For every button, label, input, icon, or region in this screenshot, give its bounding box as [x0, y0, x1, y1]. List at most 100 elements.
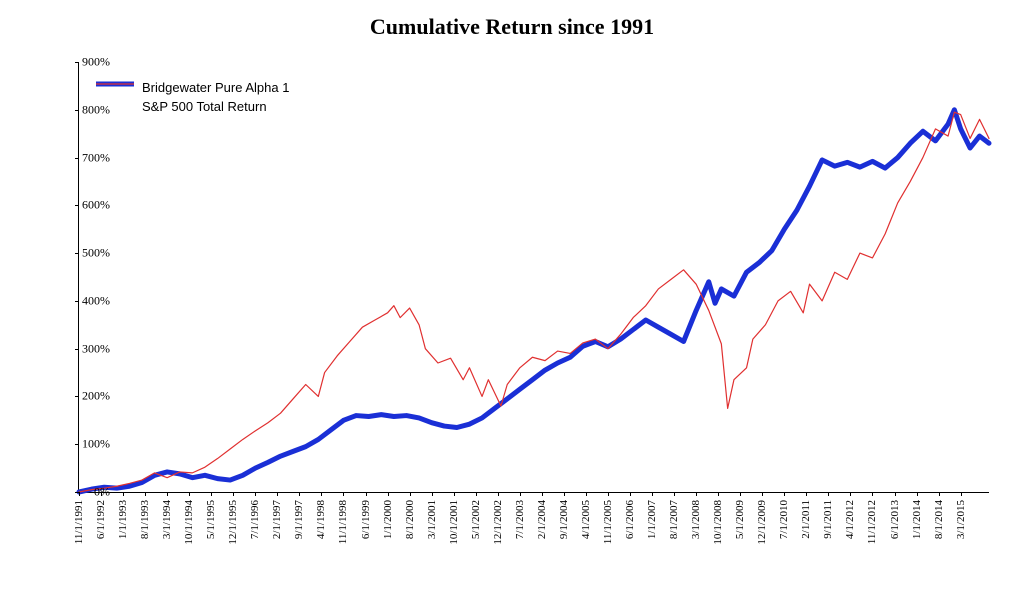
x-tick-label: 12/1/2009	[756, 500, 768, 545]
x-tick-label: 12/1/1995	[227, 500, 239, 545]
y-tick-label: 700%	[82, 150, 110, 165]
x-tick-mark	[299, 492, 300, 496]
x-tick-mark	[696, 492, 697, 496]
x-tick-label: 4/1/2005	[580, 500, 592, 539]
x-tick-label: 4/1/2012	[844, 500, 856, 539]
x-tick-label: 5/1/1995	[205, 500, 217, 539]
x-tick-mark	[828, 492, 829, 496]
x-tick-mark	[961, 492, 962, 496]
x-tick-mark	[79, 492, 80, 496]
legend-label-1: S&P 500 Total Return	[142, 99, 267, 114]
y-tick-label: 500%	[82, 246, 110, 261]
x-tick-mark	[674, 492, 675, 496]
x-tick-label: 3/1/2001	[426, 500, 438, 539]
x-tick-label: 3/1/1994	[161, 500, 173, 539]
x-tick-mark	[189, 492, 190, 496]
x-tick-mark	[895, 492, 896, 496]
y-tick-label: 800%	[82, 102, 110, 117]
plot-svg	[79, 62, 989, 492]
x-tick-label: 7/1/2010	[778, 500, 790, 539]
x-tick-label: 1/1/2000	[382, 500, 394, 539]
x-tick-label: 10/1/2001	[448, 500, 460, 545]
x-tick-mark	[542, 492, 543, 496]
chart-title: Cumulative Return since 1991	[0, 14, 1024, 40]
x-tick-label: 1/1/1993	[117, 500, 129, 539]
x-tick-mark	[233, 492, 234, 496]
y-tick-mark	[75, 301, 79, 302]
y-tick-mark	[75, 253, 79, 254]
y-tick-mark	[75, 158, 79, 159]
x-tick-mark	[564, 492, 565, 496]
x-tick-mark	[145, 492, 146, 496]
y-tick-mark	[75, 205, 79, 206]
chart-container: Cumulative Return since 1991 Bridgewater…	[0, 0, 1024, 596]
x-tick-mark	[388, 492, 389, 496]
x-tick-label: 1/1/2007	[646, 500, 658, 539]
x-tick-mark	[520, 492, 521, 496]
x-tick-label: 8/1/2000	[404, 500, 416, 539]
x-tick-label: 3/1/2008	[690, 500, 702, 539]
series-line-0	[79, 110, 989, 492]
y-tick-mark	[75, 62, 79, 63]
legend-label-0: Bridgewater Pure Alpha 1	[142, 80, 289, 95]
x-tick-mark	[740, 492, 741, 496]
x-tick-mark	[939, 492, 940, 496]
x-tick-label: 2/1/2011	[800, 500, 812, 539]
x-tick-mark	[762, 492, 763, 496]
legend-item-1: S&P 500 Total Return	[96, 99, 289, 114]
y-tick-label: 900%	[82, 55, 110, 70]
x-tick-mark	[255, 492, 256, 496]
series-line-1	[79, 112, 989, 492]
x-tick-mark	[410, 492, 411, 496]
x-tick-mark	[630, 492, 631, 496]
x-tick-mark	[806, 492, 807, 496]
x-tick-label: 5/1/2009	[734, 500, 746, 539]
y-tick-label: 400%	[82, 293, 110, 308]
x-tick-mark	[211, 492, 212, 496]
x-tick-label: 8/1/1993	[139, 500, 151, 539]
x-tick-mark	[872, 492, 873, 496]
x-tick-label: 9/1/1997	[293, 500, 305, 539]
x-tick-label: 10/1/1994	[183, 500, 195, 545]
x-tick-mark	[586, 492, 587, 496]
y-tick-label: 300%	[82, 341, 110, 356]
x-tick-label: 9/1/2004	[558, 500, 570, 539]
x-tick-mark	[343, 492, 344, 496]
x-tick-label: 4/1/1998	[315, 500, 327, 539]
x-tick-label: 6/1/2013	[889, 500, 901, 539]
x-tick-mark	[454, 492, 455, 496]
x-tick-label: 5/1/2002	[470, 500, 482, 539]
y-tick-mark	[75, 444, 79, 445]
x-tick-label: 2/1/1997	[271, 500, 283, 539]
x-tick-mark	[366, 492, 367, 496]
x-tick-label: 11/1/1991	[73, 500, 85, 544]
x-tick-mark	[917, 492, 918, 496]
x-tick-mark	[432, 492, 433, 496]
x-tick-label: 11/1/2012	[866, 500, 878, 544]
y-tick-label: 200%	[82, 389, 110, 404]
y-tick-label: 0%	[94, 485, 110, 500]
x-tick-label: 6/1/1999	[360, 500, 372, 539]
x-tick-label: 6/1/2006	[624, 500, 636, 539]
x-tick-mark	[608, 492, 609, 496]
x-tick-label: 11/1/1998	[337, 500, 349, 544]
x-tick-mark	[167, 492, 168, 496]
x-tick-label: 1/1/2014	[911, 500, 923, 539]
y-tick-label: 600%	[82, 198, 110, 213]
x-tick-label: 2/1/2004	[536, 500, 548, 539]
x-tick-mark	[652, 492, 653, 496]
x-tick-mark	[850, 492, 851, 496]
plot-area	[78, 62, 989, 493]
x-tick-label: 11/1/2005	[602, 500, 614, 544]
x-tick-mark	[321, 492, 322, 496]
x-tick-label: 6/1/1992	[95, 500, 107, 539]
y-tick-mark	[75, 110, 79, 111]
y-tick-mark	[75, 396, 79, 397]
x-tick-mark	[476, 492, 477, 496]
x-tick-label: 12/1/2002	[492, 500, 504, 545]
x-tick-label: 10/1/2008	[712, 500, 724, 545]
x-tick-mark	[498, 492, 499, 496]
x-tick-mark	[123, 492, 124, 496]
x-tick-label: 9/1/2011	[822, 500, 834, 539]
x-tick-label: 3/1/2015	[955, 500, 967, 539]
